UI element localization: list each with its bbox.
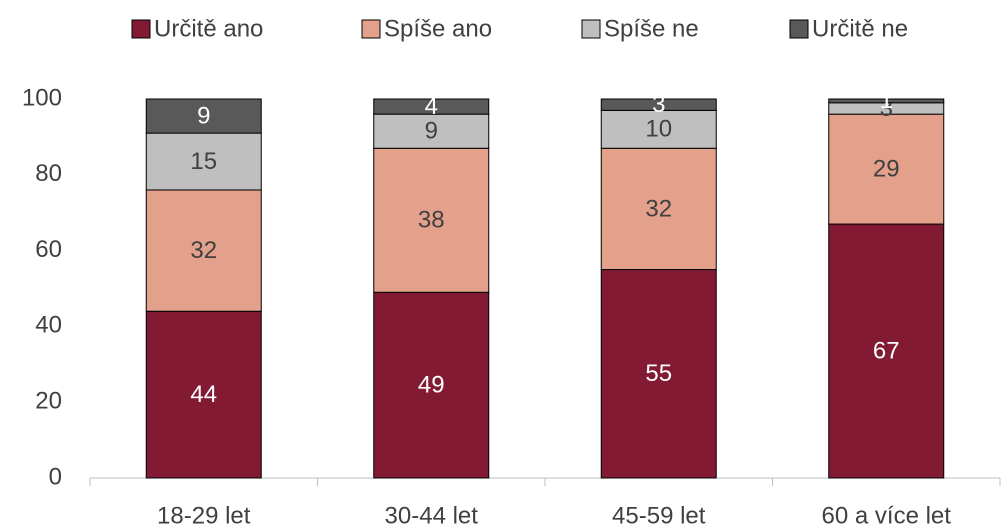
- x-tick-label: 18-29 let: [157, 502, 251, 529]
- x-tick-label: 45-59 let: [612, 502, 706, 529]
- legend-swatch: [131, 19, 151, 39]
- data-label: 10: [645, 116, 672, 143]
- data-label: 55: [645, 360, 672, 387]
- y-tick-label: 80: [35, 160, 62, 187]
- y-tick-label: 40: [35, 312, 62, 339]
- bar-segment: [600, 147, 717, 271]
- bar-segment: [600, 98, 717, 111]
- bar-segment: [145, 132, 262, 191]
- bar-segment: [145, 310, 262, 479]
- legend-swatch: [361, 19, 381, 39]
- data-label: 44: [190, 381, 217, 408]
- data-label: 9: [425, 118, 438, 145]
- legend-label: Určitě ne: [812, 15, 908, 42]
- bar-segment: [373, 98, 490, 115]
- data-label: 38: [418, 207, 445, 234]
- bar-segment: [600, 109, 717, 149]
- data-label: 15: [190, 148, 217, 175]
- data-label: 32: [190, 237, 217, 264]
- bar-segment: [373, 291, 490, 479]
- bar-segment: [373, 147, 490, 293]
- legend-label: Spíše ano: [384, 15, 492, 42]
- data-label: 67: [873, 337, 900, 364]
- bar-segment: [373, 113, 490, 149]
- bar-segment: [145, 98, 262, 134]
- data-label: 49: [418, 371, 445, 398]
- bar-segment: [828, 98, 945, 104]
- legend-swatch: [581, 19, 601, 39]
- data-label: 1: [880, 87, 893, 114]
- x-tick-label: 60 a více let: [822, 502, 952, 529]
- data-label: 9: [197, 102, 210, 129]
- bar-segment: [828, 223, 945, 479]
- bar-segment: [145, 189, 262, 312]
- y-tick-label: 20: [35, 388, 62, 415]
- y-tick-label: 60: [35, 236, 62, 263]
- bar-segment: [600, 269, 717, 479]
- x-tick-label: 30-44 let: [385, 502, 479, 529]
- data-label: 4: [425, 93, 438, 120]
- legend-swatch: [789, 19, 809, 39]
- y-tick-label: 100: [22, 84, 62, 111]
- y-tick-label: 0: [49, 463, 62, 490]
- legend-label: Určitě ano: [154, 15, 263, 42]
- bar-segment: [828, 113, 945, 225]
- data-label: 29: [873, 155, 900, 182]
- legend-label: Spíše ne: [604, 15, 699, 42]
- data-label: 3: [652, 91, 665, 118]
- data-label: 32: [645, 195, 672, 222]
